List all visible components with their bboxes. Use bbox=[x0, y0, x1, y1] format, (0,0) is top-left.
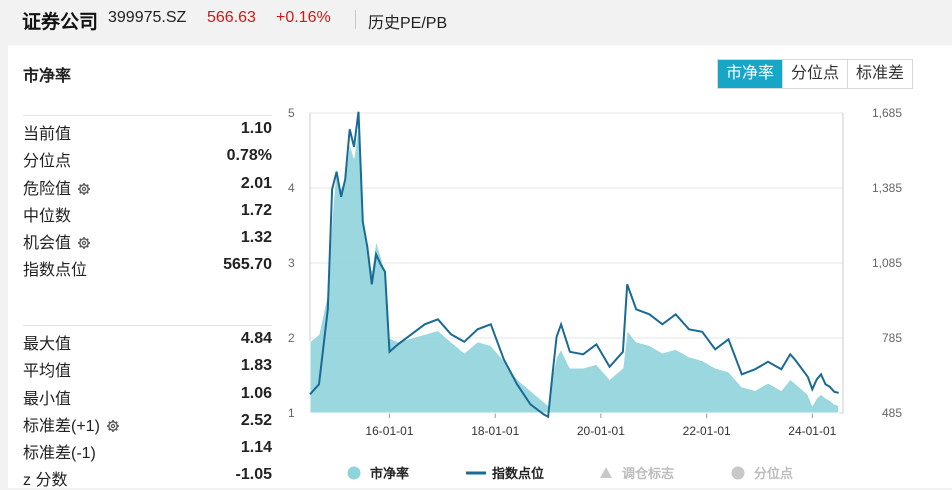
stat-label: 平均值 bbox=[23, 363, 72, 381]
x-axis-label: 24-01-01 bbox=[788, 424, 836, 438]
left-axis-label: 3 bbox=[288, 256, 295, 270]
index-price: 566.63 bbox=[207, 9, 256, 26]
right-axis-label: 1,085 bbox=[872, 256, 902, 270]
left-axis-label: 5 bbox=[288, 106, 295, 120]
right-axis-label: 1,685 bbox=[872, 106, 902, 120]
valuation-panel: 市净率 市净率 分位点 标准差 当前值 1.10 分位点 0.78% 危险值 2.01 中位… bbox=[8, 45, 952, 490]
stats-group-history: 最大值 4.84 平均值 1.83 最小值 1.06 标准差(+1) 2.52 标准差(-1) 1… bbox=[23, 325, 272, 490]
stat-label: 当前值 bbox=[23, 126, 72, 143]
stat-row: 分位点 0.78% bbox=[23, 143, 272, 170]
gear-icon[interactable] bbox=[77, 236, 91, 255]
stat-row: 危险值 2.01 bbox=[23, 171, 272, 198]
tab-stddev[interactable]: 标准差 bbox=[847, 60, 913, 88]
stat-row: 中位数 1.72 bbox=[23, 198, 272, 225]
stat-label: 危险值 bbox=[23, 175, 91, 201]
stat-value: 565.70 bbox=[223, 256, 272, 274]
left-axis-label: 4 bbox=[288, 181, 295, 195]
stat-value: 1.06 bbox=[240, 384, 272, 402]
stat-value: 1.32 bbox=[240, 229, 272, 247]
left-axis-label: 2 bbox=[288, 331, 295, 345]
legend-item[interactable]: 分位点 bbox=[731, 466, 794, 481]
stat-value: 1.14 bbox=[240, 439, 272, 457]
tab-pb[interactable]: 市净率 bbox=[718, 60, 783, 88]
stat-row: z 分数 -1.05 bbox=[23, 462, 272, 489]
x-axis-label: 20-01-01 bbox=[577, 424, 625, 438]
stat-label: 标准差(-1) bbox=[23, 445, 96, 463]
stat-row: 标准差(+1) 2.52 bbox=[23, 408, 272, 435]
header-bar: 证券公司 399975.SZ 566.63 +0.16% 历史PE/PB bbox=[0, 0, 952, 40]
legend-label: 指数点位 bbox=[492, 466, 544, 481]
stat-label: 机会值 bbox=[23, 229, 91, 255]
stat-row: 标准差(-1) 1.14 bbox=[23, 435, 272, 462]
index-name: 证券公司 bbox=[22, 12, 99, 33]
gear-icon[interactable] bbox=[106, 419, 120, 438]
legend-item[interactable]: 调仓标志 bbox=[600, 466, 674, 481]
index-line-series bbox=[309, 111, 839, 419]
x-axis-label: 18-01-01 bbox=[471, 424, 519, 438]
valuation-subtitle[interactable]: 历史PE/PB bbox=[368, 15, 448, 32]
stat-label: 标准差(+1) bbox=[23, 412, 120, 438]
legend-item[interactable]: 市净率 bbox=[347, 466, 410, 481]
stat-value: 2.52 bbox=[240, 411, 272, 429]
pb-area-series bbox=[309, 124, 840, 414]
legend-triangle-icon bbox=[600, 467, 612, 478]
stats-group-current: 当前值 1.10 分位点 0.78% 危险值 2.01 中位数 1.72 机会值 1.32 指数点位… bbox=[23, 115, 272, 280]
stat-value: -1.05 bbox=[235, 466, 272, 484]
stat-row: 平均值 1.83 bbox=[23, 353, 272, 380]
stat-row: 最小值 1.06 bbox=[23, 381, 272, 408]
stat-label: 最小值 bbox=[23, 390, 72, 408]
index-code: 399975.SZ bbox=[108, 9, 187, 26]
stat-value: 1.72 bbox=[240, 201, 272, 219]
metric-tabs: 市净率 分位点 标准差 bbox=[717, 59, 914, 89]
stat-label: 分位点 bbox=[23, 153, 72, 171]
legend-item[interactable]: 指数点位 bbox=[466, 466, 544, 481]
stat-row: 机会值 1.32 bbox=[23, 225, 272, 252]
legend-label: 分位点 bbox=[754, 466, 793, 481]
legend-circle-icon bbox=[731, 466, 745, 480]
right-axis-label: 785 bbox=[882, 331, 902, 345]
panel-title: 市净率 bbox=[23, 68, 72, 85]
stat-row: 最大值 4.84 bbox=[23, 326, 272, 353]
stat-label: z 分数 bbox=[23, 472, 68, 490]
stat-value: 2.01 bbox=[240, 174, 272, 192]
legend-label: 调仓标志 bbox=[622, 466, 674, 481]
stat-value: 1.83 bbox=[240, 357, 272, 375]
legend-label: 市净率 bbox=[370, 466, 409, 481]
index-change: +0.16% bbox=[276, 9, 331, 26]
stat-label: 中位数 bbox=[23, 207, 72, 225]
stat-label: 最大值 bbox=[23, 336, 72, 353]
left-axis-label: 1 bbox=[288, 406, 295, 420]
tab-percentile[interactable]: 分位点 bbox=[782, 60, 848, 88]
right-axis-label: 485 bbox=[882, 406, 902, 420]
stat-row: 当前值 1.10 bbox=[23, 116, 272, 143]
x-axis-label: 22-01-01 bbox=[683, 424, 731, 438]
header-divider bbox=[355, 10, 356, 29]
right-axis-label: 1,385 bbox=[872, 181, 902, 195]
stat-value: 4.84 bbox=[240, 330, 272, 347]
stat-row: 指数点位 565.70 bbox=[23, 252, 272, 279]
stat-value: 1.10 bbox=[240, 120, 272, 137]
legend-circle-icon bbox=[347, 466, 361, 480]
stat-value: 0.78% bbox=[226, 147, 272, 165]
stat-label: 指数点位 bbox=[23, 262, 88, 280]
gear-icon[interactable] bbox=[77, 182, 91, 201]
x-axis-label: 16-01-01 bbox=[365, 424, 413, 438]
pb-chart: 5 4 3 2 1 1,685 1,385 1,085 785 485 16-01-01 18-01-… bbox=[288, 106, 902, 481]
